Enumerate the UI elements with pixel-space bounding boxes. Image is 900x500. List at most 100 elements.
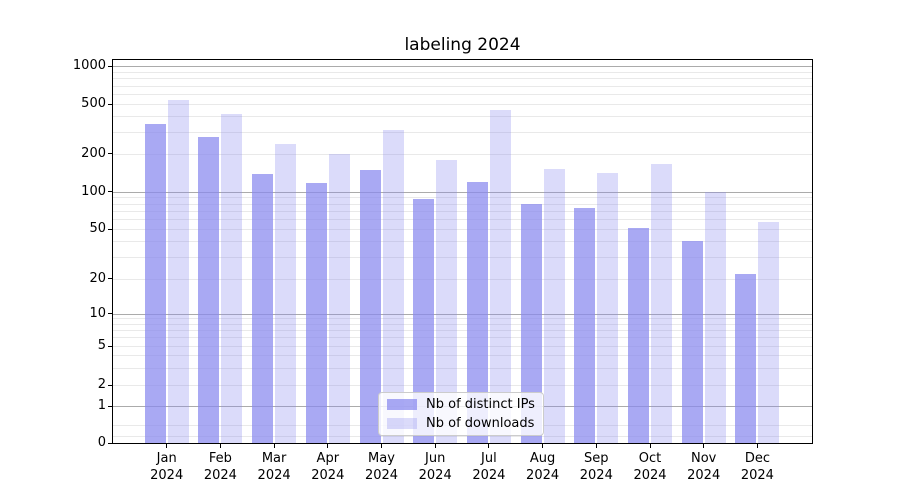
- minor-gridline: [113, 85, 812, 87]
- minor-gridline: [113, 256, 812, 258]
- bar-distinct-ips-apr-2024: [305, 183, 327, 443]
- legend-label: Nb of downloads: [426, 416, 535, 431]
- minor-gridline: [113, 323, 812, 325]
- bar-downloads-oct-2024: [651, 164, 672, 443]
- y-tick-mark: [108, 405, 112, 407]
- minor-gridline: [113, 94, 812, 96]
- bar-distinct-ips-jul-2024: [466, 181, 488, 443]
- bar-downloads-jan-2024: [167, 100, 189, 443]
- x-tick-label: Jun 2024: [418, 451, 452, 483]
- y-tick-label: 10: [89, 305, 106, 321]
- downloads-swatch-icon: [387, 418, 417, 429]
- y-tick-label: 500: [81, 96, 106, 112]
- y-tick-mark: [108, 384, 112, 386]
- x-tick-label: Jul 2024: [472, 451, 506, 483]
- minor-gridline: [113, 219, 812, 221]
- y-tick-label: 5: [97, 338, 106, 353]
- x-tick-mark: [595, 444, 597, 448]
- bar-downloads-mar-2024: [275, 143, 297, 443]
- y-tick-mark: [108, 345, 112, 347]
- minor-gridline: [113, 367, 812, 369]
- x-tick-mark: [166, 444, 168, 448]
- bar-distinct-ips-oct-2024: [628, 228, 649, 443]
- y-tick-mark: [108, 153, 112, 155]
- distinct-ips-swatch-icon: [387, 399, 417, 410]
- x-tick-label: Aug 2024: [526, 451, 560, 483]
- bar-downloads-may-2024: [382, 130, 404, 443]
- minor-gridline: [113, 435, 812, 437]
- chart-title: labeling 2024: [404, 35, 521, 55]
- x-tick-mark: [219, 444, 221, 448]
- x-tick-label: Dec 2024: [740, 451, 774, 483]
- x-tick-label: Apr 2024: [311, 451, 345, 483]
- x-tick-mark: [327, 444, 329, 448]
- legend-item-ips: Nb of distinct IPs: [387, 397, 543, 412]
- bar-downloads-dec-2024: [758, 222, 780, 443]
- minor-gridline: [113, 116, 812, 118]
- minor-gridline: [113, 104, 812, 106]
- y-tick-label: 1: [97, 398, 106, 413]
- bar-distinct-ips-feb-2024: [198, 136, 220, 443]
- legend-label: Nb of distinct IPs: [426, 397, 535, 412]
- minor-gridline: [113, 153, 812, 155]
- y-tick-mark: [108, 191, 112, 193]
- x-tick-label: Mar 2024: [257, 451, 291, 483]
- y-tick-label: 1000: [72, 58, 106, 73]
- x-tick-mark: [381, 444, 382, 448]
- legend: Nb of distinct IPs Nb of downloads: [378, 392, 544, 436]
- minor-gridline: [113, 355, 812, 357]
- minor-gridline: [113, 203, 812, 205]
- minor-gridline: [113, 131, 812, 133]
- y-tick-label: 50: [89, 221, 106, 237]
- x-tick-mark: [488, 444, 490, 448]
- y-tick-mark: [108, 65, 112, 67]
- minor-gridline: [113, 71, 812, 73]
- bar-distinct-ips-jan-2024: [144, 124, 166, 443]
- bar-distinct-ips-dec-2024: [735, 273, 757, 443]
- bar-distinct-ips-aug-2024: [520, 203, 542, 443]
- bar-downloads-nov-2024: [704, 191, 726, 443]
- y-tick-label: 20: [89, 270, 106, 286]
- x-tick-mark: [273, 444, 275, 448]
- y-tick-label: 0: [97, 435, 106, 450]
- minor-gridline: [113, 211, 812, 213]
- major-gridline: [113, 313, 812, 315]
- bar-distinct-ips-mar-2024: [252, 174, 274, 443]
- minor-gridline: [113, 318, 812, 320]
- x-tick-mark: [542, 444, 544, 448]
- x-tick-mark: [434, 444, 436, 448]
- x-tick-label: Feb 2024: [203, 451, 237, 483]
- bar-distinct-ips-nov-2024: [681, 241, 703, 443]
- bar-downloads-jul-2024: [489, 109, 511, 443]
- minor-gridline: [113, 78, 812, 80]
- bar-downloads-jun-2024: [436, 160, 458, 443]
- y-tick-mark: [108, 103, 112, 105]
- minor-gridline: [113, 337, 812, 339]
- bar-downloads-feb-2024: [221, 114, 243, 443]
- minor-gridline: [113, 229, 812, 231]
- minor-gridline: [113, 278, 812, 280]
- y-tick-mark: [108, 228, 112, 230]
- y-tick-mark: [108, 278, 112, 280]
- x-tick-label: Jan 2024: [150, 451, 184, 483]
- bar-distinct-ips-jun-2024: [413, 198, 435, 443]
- minor-gridline: [113, 385, 812, 386]
- bar-downloads-apr-2024: [328, 153, 350, 443]
- minor-gridline: [113, 330, 812, 332]
- x-tick-mark: [703, 444, 705, 448]
- y-tick-mark: [108, 442, 112, 444]
- x-tick-mark: [756, 444, 758, 448]
- x-tick-label: May 2024: [364, 451, 399, 483]
- bar-downloads-sep-2024: [597, 173, 619, 443]
- minor-gridline: [113, 346, 812, 347]
- minor-gridline: [113, 241, 812, 243]
- x-tick-label: Sep 2024: [579, 451, 613, 483]
- y-tick-label: 200: [81, 145, 106, 161]
- y-tick-label: 100: [81, 183, 106, 199]
- x-tick-mark: [649, 444, 651, 448]
- plot-area: [112, 59, 813, 444]
- major-gridline: [113, 191, 812, 193]
- legend-item-downloads: Nb of downloads: [387, 416, 543, 431]
- bar-distinct-ips-sep-2024: [574, 208, 596, 443]
- minor-gridline: [113, 197, 812, 199]
